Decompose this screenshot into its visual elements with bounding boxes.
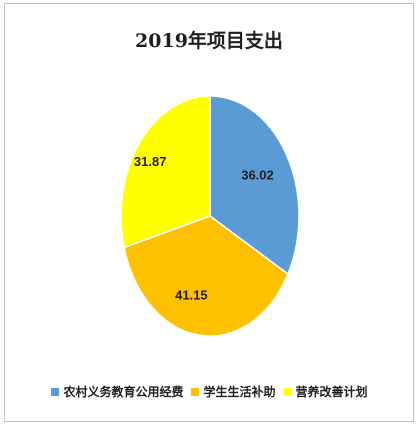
legend-item-student-allowance: 学生生活补助 bbox=[191, 383, 276, 400]
slice-rural-education bbox=[209, 95, 300, 276]
slice-nutrition-plan bbox=[120, 95, 211, 249]
data-label: 36.02 bbox=[241, 168, 274, 183]
legend-label: 学生生活补助 bbox=[203, 385, 276, 399]
legend-swatch bbox=[191, 387, 200, 396]
legend-label: 农村义务教育公用经费 bbox=[63, 385, 184, 399]
slice-student-allowance bbox=[123, 215, 289, 337]
legend-item-rural-education: 农村义务教育公用经费 bbox=[51, 383, 183, 400]
data-label: 31.87 bbox=[134, 154, 167, 169]
legend-label: 营养改善计划 bbox=[295, 385, 368, 399]
chart-title: 2019年项目支出 bbox=[135, 30, 283, 52]
legend-swatch bbox=[283, 387, 292, 396]
legend-item-nutrition-plan: 营养改善计划 bbox=[283, 383, 368, 400]
data-label: 41.15 bbox=[175, 287, 208, 302]
legend-swatch bbox=[51, 387, 60, 396]
chart-legend: 农村义务教育公用经费 学生生活补助 营养改善计划 bbox=[0, 383, 419, 400]
